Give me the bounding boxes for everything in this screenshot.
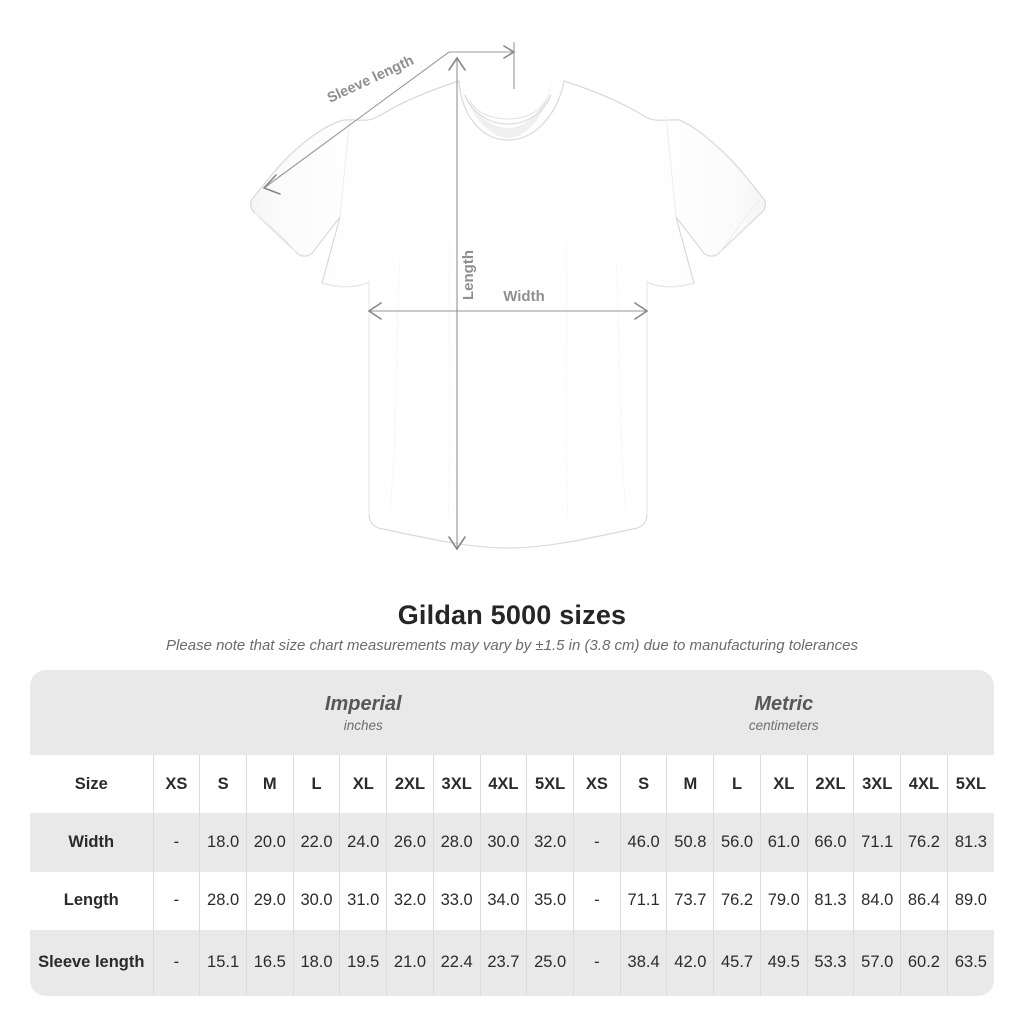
svg-text:Width: Width (503, 288, 545, 305)
svg-text:Sleeve length: Sleeve length (325, 53, 416, 107)
svg-text:Length: Length (460, 250, 477, 300)
